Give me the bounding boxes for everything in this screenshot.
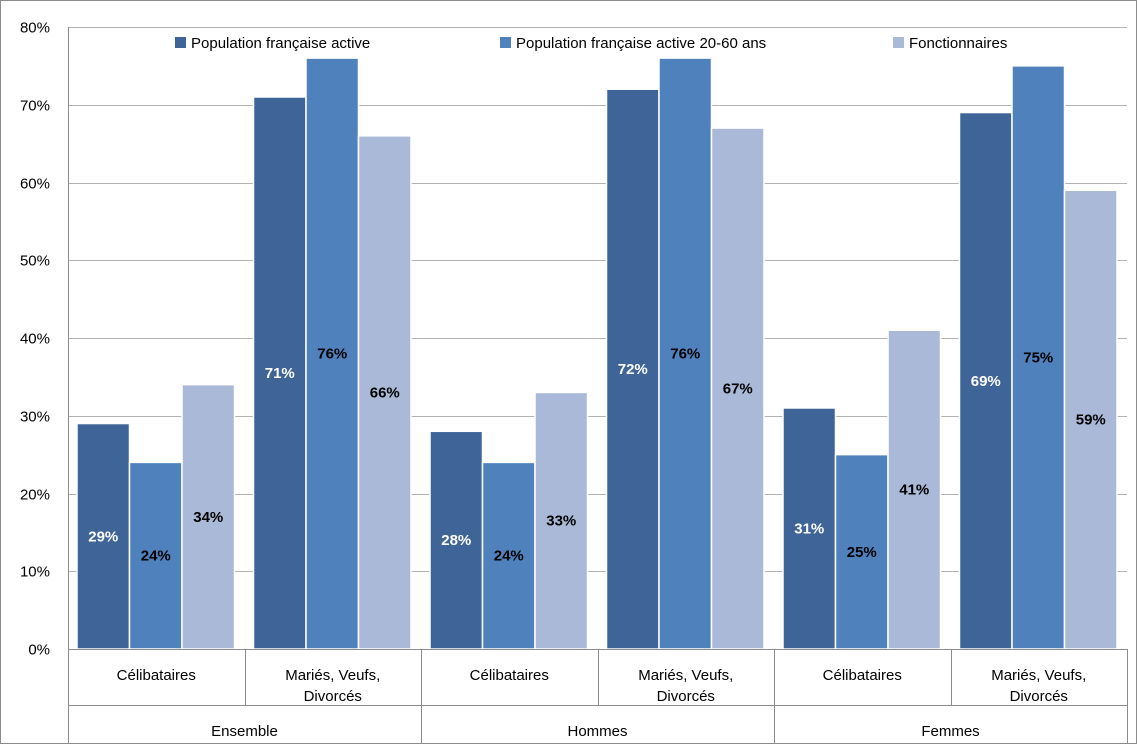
data-label: 24% <box>494 548 524 565</box>
bar-3-4 <box>710 127 765 650</box>
data-label: 71% <box>265 365 295 382</box>
y-tick-label: 20% <box>20 487 50 504</box>
data-label: 41% <box>899 482 929 499</box>
bar-2-6 <box>1011 65 1066 650</box>
legend-label: Population française active 20-60 ans <box>516 35 766 52</box>
gridlines <box>68 27 1127 572</box>
data-label: 76% <box>670 346 700 363</box>
x-category-label: Célibataires <box>823 667 902 684</box>
bars <box>76 57 1118 650</box>
x-group-label: Femmes <box>921 723 979 740</box>
x-category-label: Mariés, Veufs, <box>991 667 1086 684</box>
data-label: 28% <box>441 532 471 549</box>
bar-3-6 <box>1063 189 1118 650</box>
y-tick-label: 60% <box>20 176 50 193</box>
bar-3-3 <box>534 391 589 650</box>
legend-item: Population française active <box>175 35 370 52</box>
x-category-label: Divorcés <box>1010 688 1068 705</box>
bar-2-1 <box>128 461 183 650</box>
data-label: 76% <box>317 346 347 363</box>
bar-2-5 <box>834 453 889 650</box>
legend-label: Fonctionnaires <box>909 35 1007 52</box>
y-tick-label: 30% <box>20 409 50 426</box>
legend-swatch <box>500 37 511 48</box>
x-group-label: Hommes <box>567 723 627 740</box>
data-label: 59% <box>1076 412 1106 429</box>
bar-1-1 <box>76 422 131 650</box>
y-tick-label: 80% <box>20 20 50 37</box>
data-label: 69% <box>971 373 1001 390</box>
y-tick-label: 50% <box>20 253 50 270</box>
legend-label: Population française active <box>191 35 370 52</box>
x-axis: Célibataires Mariés, Veufs, Divorcés Céliba… <box>68 649 1128 744</box>
data-label: 25% <box>847 544 877 561</box>
legend-swatch <box>175 37 186 48</box>
y-tick-label: 70% <box>20 98 50 115</box>
y-tick-label: 10% <box>20 564 50 581</box>
y-tick-label: 40% <box>20 331 50 348</box>
data-labels: 29% 71% 28% 72% 31% 69% 24% 76% 24% 76% 25% 75% 34% 6… <box>88 346 1106 565</box>
data-label: 67% <box>723 381 753 398</box>
x-category-label: Célibataires <box>117 667 196 684</box>
data-label: 75% <box>1023 349 1053 366</box>
legend-item: Population française active 20-60 ans <box>500 35 766 52</box>
x-group-label: Ensemble <box>211 723 278 740</box>
data-label: 33% <box>546 513 576 530</box>
data-label: 24% <box>141 548 171 565</box>
bar-3-5 <box>887 329 942 650</box>
bar-1-6 <box>958 111 1013 650</box>
x-category-label: Divorcés <box>304 688 362 705</box>
x-category-label: Célibataires <box>470 667 549 684</box>
x-category-label: Mariés, Veufs, <box>285 667 380 684</box>
y-tick-label: 0% <box>28 642 50 659</box>
data-label: 31% <box>794 520 824 537</box>
bar-2-2 <box>305 57 360 650</box>
bar-1-2 <box>252 96 307 650</box>
data-label: 72% <box>618 361 648 378</box>
legend-swatch <box>893 37 904 48</box>
data-label: 66% <box>370 384 400 401</box>
legend-item: Fonctionnaires <box>893 35 1007 52</box>
x-category-label: Divorcés <box>657 688 715 705</box>
y-axis: 0% 10% 20% 30% 40% 50% 60% 70% 80% <box>20 20 69 659</box>
data-label: 34% <box>193 509 223 526</box>
x-category-label: Mariés, Veufs, <box>638 667 733 684</box>
data-label: 29% <box>88 528 118 545</box>
bar-3-2 <box>357 135 412 650</box>
legend: Population française active Population fr… <box>175 35 1007 52</box>
